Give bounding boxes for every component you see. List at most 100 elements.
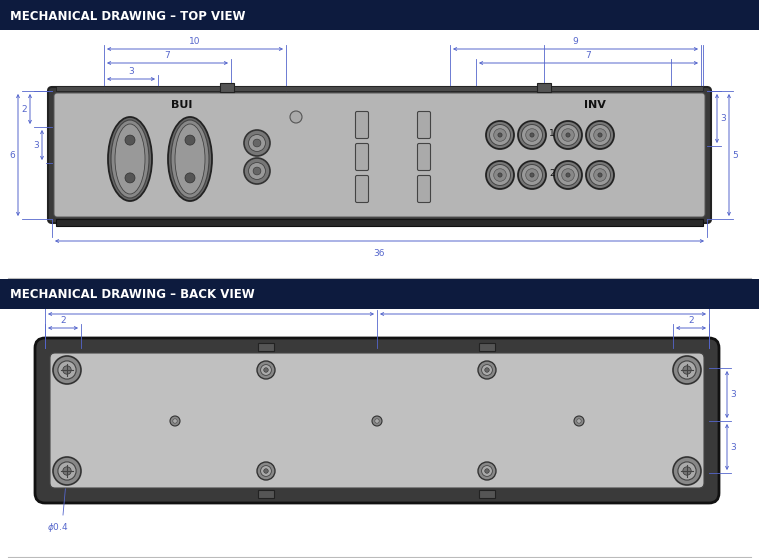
Circle shape bbox=[478, 462, 496, 480]
Circle shape bbox=[594, 129, 606, 141]
Circle shape bbox=[574, 416, 584, 426]
Circle shape bbox=[554, 121, 582, 149]
Circle shape bbox=[58, 462, 76, 480]
Text: 35: 35 bbox=[371, 288, 383, 297]
Circle shape bbox=[521, 124, 543, 146]
Text: MECHANICAL DRAWING – BACK VIEW: MECHANICAL DRAWING – BACK VIEW bbox=[10, 288, 255, 301]
Circle shape bbox=[683, 467, 691, 475]
Bar bbox=[56, 86, 703, 91]
Text: 3: 3 bbox=[128, 67, 134, 76]
Text: 16: 16 bbox=[537, 302, 549, 311]
Circle shape bbox=[185, 135, 195, 145]
Text: 2: 2 bbox=[60, 316, 66, 325]
Ellipse shape bbox=[108, 117, 152, 201]
Circle shape bbox=[678, 361, 696, 379]
Circle shape bbox=[53, 457, 81, 485]
FancyBboxPatch shape bbox=[35, 338, 719, 503]
Circle shape bbox=[244, 158, 270, 184]
Bar bbox=[0, 279, 759, 309]
FancyBboxPatch shape bbox=[48, 87, 711, 223]
Bar bbox=[220, 83, 234, 92]
Circle shape bbox=[248, 162, 266, 180]
Circle shape bbox=[253, 167, 261, 175]
Circle shape bbox=[518, 161, 546, 189]
Circle shape bbox=[485, 368, 490, 372]
Text: MECHANICAL DRAWING – TOP VIEW: MECHANICAL DRAWING – TOP VIEW bbox=[10, 9, 245, 22]
Circle shape bbox=[521, 165, 543, 185]
Circle shape bbox=[125, 173, 135, 183]
Circle shape bbox=[485, 469, 490, 473]
Circle shape bbox=[257, 361, 275, 379]
Circle shape bbox=[244, 130, 270, 156]
FancyBboxPatch shape bbox=[54, 93, 705, 217]
Ellipse shape bbox=[111, 120, 149, 198]
Circle shape bbox=[493, 169, 506, 181]
Circle shape bbox=[598, 133, 602, 137]
Circle shape bbox=[260, 364, 272, 376]
Circle shape bbox=[253, 139, 261, 147]
Text: 7: 7 bbox=[165, 51, 170, 60]
FancyBboxPatch shape bbox=[355, 143, 369, 171]
Text: INV: INV bbox=[584, 100, 606, 110]
Circle shape bbox=[678, 462, 696, 480]
Circle shape bbox=[586, 121, 614, 149]
Circle shape bbox=[558, 165, 578, 185]
Circle shape bbox=[526, 129, 538, 141]
Ellipse shape bbox=[175, 124, 205, 194]
Ellipse shape bbox=[115, 124, 145, 194]
Circle shape bbox=[490, 124, 511, 146]
Bar bbox=[0, 0, 759, 30]
FancyBboxPatch shape bbox=[355, 112, 369, 138]
Circle shape bbox=[530, 133, 534, 137]
Text: BUI: BUI bbox=[172, 100, 193, 110]
Text: 9: 9 bbox=[572, 37, 578, 46]
Text: $\phi$0.4: $\phi$0.4 bbox=[47, 521, 69, 534]
Circle shape bbox=[372, 416, 382, 426]
Circle shape bbox=[170, 416, 180, 426]
Text: 7: 7 bbox=[586, 51, 591, 60]
Bar bbox=[479, 343, 495, 351]
Circle shape bbox=[63, 467, 71, 475]
Circle shape bbox=[594, 169, 606, 181]
Circle shape bbox=[498, 173, 502, 177]
Circle shape bbox=[566, 133, 570, 137]
Circle shape bbox=[554, 161, 582, 189]
Circle shape bbox=[482, 364, 493, 376]
Circle shape bbox=[260, 465, 272, 477]
Circle shape bbox=[185, 173, 195, 183]
Bar bbox=[258, 490, 274, 498]
Ellipse shape bbox=[168, 117, 212, 201]
Text: 16: 16 bbox=[205, 302, 217, 311]
FancyBboxPatch shape bbox=[50, 353, 704, 488]
Bar bbox=[258, 343, 274, 351]
FancyBboxPatch shape bbox=[417, 112, 430, 138]
Circle shape bbox=[498, 133, 502, 137]
Text: 3: 3 bbox=[33, 141, 39, 150]
Circle shape bbox=[590, 165, 610, 185]
Text: 3: 3 bbox=[730, 442, 735, 451]
Circle shape bbox=[490, 165, 511, 185]
Circle shape bbox=[58, 361, 76, 379]
Text: 2: 2 bbox=[688, 316, 694, 325]
Circle shape bbox=[125, 135, 135, 145]
Circle shape bbox=[562, 169, 575, 181]
Text: 1: 1 bbox=[549, 129, 555, 138]
Ellipse shape bbox=[171, 120, 209, 198]
Circle shape bbox=[586, 161, 614, 189]
Circle shape bbox=[257, 462, 275, 480]
Circle shape bbox=[63, 366, 71, 374]
FancyBboxPatch shape bbox=[417, 176, 430, 203]
FancyBboxPatch shape bbox=[417, 143, 430, 171]
Circle shape bbox=[263, 469, 268, 473]
Circle shape bbox=[530, 173, 534, 177]
Circle shape bbox=[683, 366, 691, 374]
Circle shape bbox=[173, 418, 178, 424]
Bar bbox=[479, 490, 495, 498]
Text: 3: 3 bbox=[720, 114, 726, 123]
Circle shape bbox=[53, 356, 81, 384]
Circle shape bbox=[375, 418, 380, 424]
Circle shape bbox=[558, 124, 578, 146]
Circle shape bbox=[290, 111, 302, 123]
Text: 2: 2 bbox=[549, 170, 555, 179]
Circle shape bbox=[482, 465, 493, 477]
